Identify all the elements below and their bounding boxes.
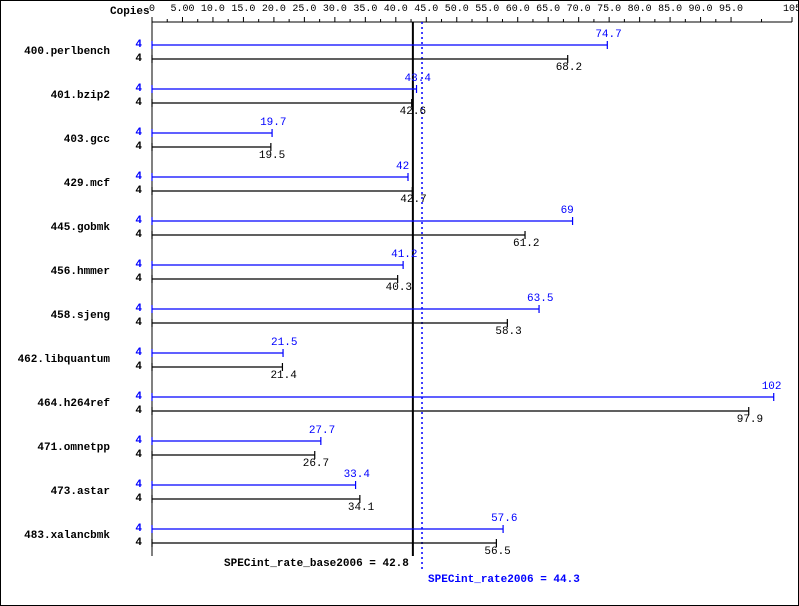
value-base: 21.4	[270, 370, 296, 382]
value-peak: 102	[762, 381, 782, 393]
value-base: 56.5	[484, 546, 510, 558]
summary-base: SPECint_rate_base2006 = 42.8	[224, 558, 409, 570]
x-tick-label: 80.0	[628, 4, 652, 15]
copies-base: 4	[126, 537, 142, 549]
value-base: 97.9	[737, 414, 763, 426]
x-tick-label: 70.0	[567, 4, 591, 15]
value-peak: 41.2	[391, 249, 417, 261]
copies-base: 4	[126, 273, 142, 285]
x-tick-label: 0	[149, 4, 155, 15]
copies-base: 4	[126, 141, 142, 153]
x-tick-label: 60.0	[506, 4, 530, 15]
copies-base: 4	[126, 185, 142, 197]
copies-header: Copies	[110, 6, 150, 18]
x-tick-label: 55.0	[475, 4, 499, 15]
value-peak: 74.7	[595, 29, 621, 41]
benchmark-name: 462.libquantum	[0, 354, 110, 366]
copies-peak: 4	[126, 215, 142, 227]
value-base: 26.7	[303, 458, 329, 470]
value-peak: 19.7	[260, 117, 286, 129]
copies-base: 4	[126, 317, 142, 329]
x-tick-label: 15.0	[231, 4, 255, 15]
value-peak: 21.5	[271, 337, 297, 349]
copies-base: 4	[126, 405, 142, 417]
x-tick-label: 65.0	[536, 4, 560, 15]
value-peak: 27.7	[309, 425, 335, 437]
x-tick-label: 90.0	[689, 4, 713, 15]
value-base: 42.7	[400, 194, 426, 206]
copies-peak: 4	[126, 127, 142, 139]
value-base: 34.1	[348, 502, 374, 514]
copies-peak: 4	[126, 259, 142, 271]
value-peak: 33.4	[344, 469, 370, 481]
value-base: 19.5	[259, 150, 285, 162]
copies-base: 4	[126, 361, 142, 373]
value-base: 61.2	[513, 238, 539, 250]
value-peak: 43.4	[405, 73, 431, 85]
x-tick-label: 25.0	[292, 4, 316, 15]
x-tick-label: 95.0	[719, 4, 743, 15]
summary-peak: SPECint_rate2006 = 44.3	[428, 574, 580, 586]
x-tick-label: 5.00	[170, 4, 194, 15]
copies-base: 4	[126, 449, 142, 461]
benchmark-name: 401.bzip2	[0, 90, 110, 102]
x-tick-label: 105	[783, 4, 799, 15]
chart-border	[1, 1, 799, 606]
copies-peak: 4	[126, 83, 142, 95]
benchmark-name: 471.omnetpp	[0, 442, 110, 454]
x-tick-label: 20.0	[262, 4, 286, 15]
value-peak: 63.5	[527, 293, 553, 305]
copies-peak: 4	[126, 347, 142, 359]
copies-peak: 4	[126, 171, 142, 183]
benchmark-name: 464.h264ref	[0, 398, 110, 410]
copies-peak: 4	[126, 39, 142, 51]
copies-peak: 4	[126, 435, 142, 447]
value-peak: 69	[561, 205, 574, 217]
copies-peak: 4	[126, 479, 142, 491]
benchmark-name: 473.astar	[0, 486, 110, 498]
copies-base: 4	[126, 229, 142, 241]
copies-base: 4	[126, 493, 142, 505]
x-tick-label: 30.0	[323, 4, 347, 15]
copies-base: 4	[126, 97, 142, 109]
x-tick-label: 75.0	[597, 4, 621, 15]
benchmark-name: 456.hmmer	[0, 266, 110, 278]
copies-base: 4	[126, 53, 142, 65]
benchmark-name: 400.perlbench	[0, 46, 110, 58]
benchmark-name: 458.sjeng	[0, 310, 110, 322]
x-tick-label: 85.0	[658, 4, 682, 15]
copies-peak: 4	[126, 523, 142, 535]
value-peak: 42	[396, 161, 409, 173]
chart-svg	[0, 0, 799, 606]
benchmark-name: 483.xalancbmk	[0, 530, 110, 542]
spec-rate-chart: 0 5.00 10.0 15.0 20.0 25.0 30.0 35.0 40.0 45.0 50.…	[0, 0, 799, 606]
value-base: 42.6	[400, 106, 426, 118]
x-tick-label: 40.0	[384, 4, 408, 15]
x-tick-label: 10.0	[201, 4, 225, 15]
x-tick-label: 50.0	[445, 4, 469, 15]
benchmark-name: 403.gcc	[0, 134, 110, 146]
x-tick-label: 45.0	[414, 4, 438, 15]
value-peak: 57.6	[491, 513, 517, 525]
value-base: 68.2	[556, 62, 582, 74]
copies-peak: 4	[126, 303, 142, 315]
value-base: 58.3	[495, 326, 521, 338]
benchmark-name: 445.gobmk	[0, 222, 110, 234]
copies-peak: 4	[126, 391, 142, 403]
x-tick-label: 35.0	[353, 4, 377, 15]
benchmark-name: 429.mcf	[0, 178, 110, 190]
value-base: 40.3	[386, 282, 412, 294]
